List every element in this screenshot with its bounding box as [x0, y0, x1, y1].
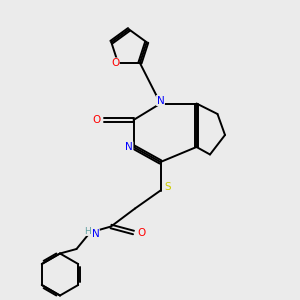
Text: N: N: [92, 229, 99, 239]
Text: N: N: [157, 95, 164, 106]
Text: N: N: [125, 142, 133, 152]
Text: H: H: [84, 226, 91, 236]
Text: O: O: [137, 227, 145, 238]
Text: O: O: [93, 115, 101, 125]
Text: S: S: [165, 182, 171, 193]
Text: O: O: [111, 58, 119, 68]
